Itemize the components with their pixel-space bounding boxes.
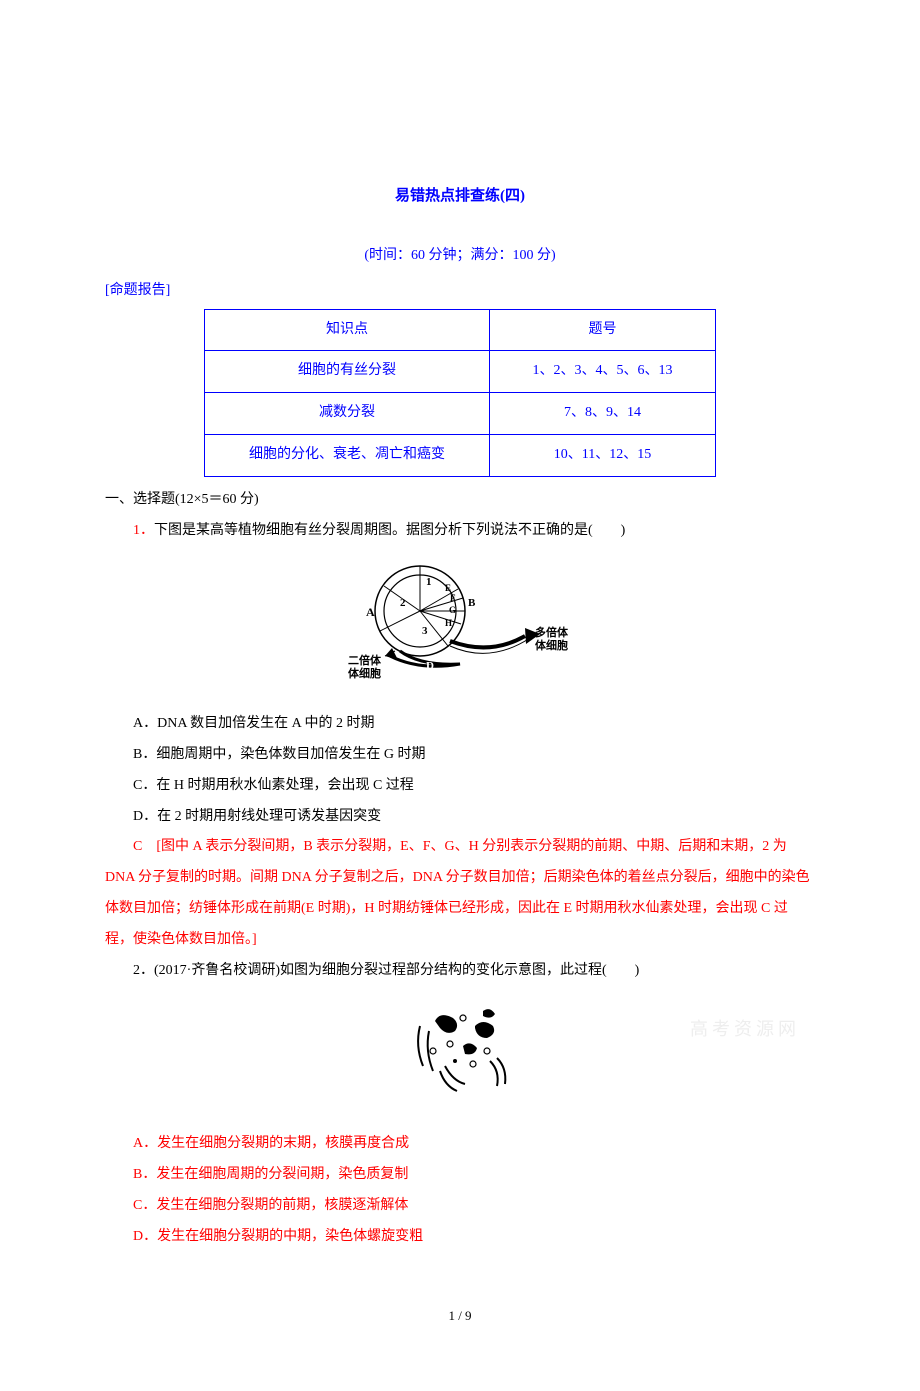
option-a: A．DNA 数目加倍发生在 A 中的 2 时期 xyxy=(105,709,815,740)
question-text: 下图是某高等植物细胞有丝分裂周期图。据图分析下列说法不正确的是( ) xyxy=(154,523,625,538)
svg-text:E: E xyxy=(445,583,451,593)
question-number: 1． xyxy=(133,523,154,538)
question-1-stem: 1．下图是某高等植物细胞有丝分裂周期图。据图分析下列说法不正确的是( ) xyxy=(105,516,815,547)
option-c: C．发生在细胞分裂期的前期，核膜逐渐解体 xyxy=(105,1191,815,1222)
table-cell: 减数分裂 xyxy=(205,393,490,435)
table-row: 细胞的有丝分裂 1、2、3、4、5、6、13 xyxy=(205,351,716,393)
svg-text:H: H xyxy=(445,618,452,628)
cell-cycle-diagram: 1 2 3 A B E F G H C D 二倍体 体细胞 多倍体 体细胞 xyxy=(330,556,590,686)
table-row: 减数分裂 7、8、9、14 xyxy=(205,393,716,435)
page-number: 1 / 9 xyxy=(105,1302,815,1331)
answer-letter: C xyxy=(133,839,142,854)
table-cell: 10、11、12、15 xyxy=(490,434,716,476)
topic-table: 知识点 题号 细胞的有丝分裂 1、2、3、4、5、6、13 减数分裂 7、8、9… xyxy=(204,309,716,477)
svg-text:体细胞: 体细胞 xyxy=(535,638,568,652)
svg-text:二倍体: 二倍体 xyxy=(348,653,382,667)
table-cell: 细胞的有丝分裂 xyxy=(205,351,490,393)
svg-text:A: A xyxy=(366,605,375,619)
cell-structure-diagram xyxy=(385,996,535,1106)
table-row: 知识点 题号 xyxy=(205,309,716,351)
table-cell: 7、8、9、14 xyxy=(490,393,716,435)
table-header-nums: 题号 xyxy=(490,309,716,351)
svg-text:1: 1 xyxy=(426,576,432,588)
svg-text:G: G xyxy=(449,605,456,615)
table-row: 细胞的分化、衰老、凋亡和癌变 10、11、12、15 xyxy=(205,434,716,476)
option-b: B．细胞周期中，染色体数目加倍发生在 G 时期 xyxy=(105,740,815,771)
page-title: 易错热点排查练(四) xyxy=(105,180,815,213)
question-2-stem: 2．(2017·齐鲁名校调研)如图为细胞分裂过程部分结构的变化示意图，此过程( … xyxy=(105,956,815,987)
section-header: 一、选择题(12×5＝60 分) xyxy=(105,485,815,516)
table-header-topic: 知识点 xyxy=(205,309,490,351)
svg-text:C: C xyxy=(492,630,500,642)
svg-text:体细胞: 体细胞 xyxy=(348,666,381,680)
question-text: (2017·齐鲁名校调研)如图为细胞分裂过程部分结构的变化示意图，此过程( ) xyxy=(154,963,639,978)
option-d: D．在 2 时期用射线处理可诱发基因突变 xyxy=(105,802,815,833)
svg-text:F: F xyxy=(450,593,456,603)
subtitle: (时间：60 分钟；满分：100 分) xyxy=(105,241,815,272)
option-a: A．发生在细胞分裂期的末期，核膜再度合成 xyxy=(105,1129,815,1160)
option-d: D．发生在细胞分裂期的中期，染色体螺旋变粗 xyxy=(105,1222,815,1253)
option-b: B．发生在细胞周期的分裂间期，染色质复制 xyxy=(105,1160,815,1191)
answer-explanation: C [图中 A 表示分裂间期，B 表示分裂期，E、F、G、H 分别表示分裂期的前… xyxy=(105,832,815,955)
table-cell: 1、2、3、4、5、6、13 xyxy=(490,351,716,393)
report-label: [命题报告] xyxy=(105,276,815,307)
option-c: C．在 H 时期用秋水仙素处理，会出现 C 过程 xyxy=(105,771,815,802)
svg-text:多倍体: 多倍体 xyxy=(535,625,569,639)
question-number: 2． xyxy=(133,963,154,978)
figure-2 xyxy=(105,996,815,1119)
table-cell: 细胞的分化、衰老、凋亡和癌变 xyxy=(205,434,490,476)
svg-text:D: D xyxy=(426,660,434,672)
figure-1: 1 2 3 A B E F G H C D 二倍体 体细胞 多倍体 体细胞 xyxy=(105,556,815,699)
answer-text: [图中 A 表示分裂间期，B 表示分裂期，E、F、G、H 分别表示分裂期的前期、… xyxy=(105,839,810,946)
svg-text:B: B xyxy=(468,597,476,609)
svg-text:2: 2 xyxy=(400,597,406,609)
svg-text:3: 3 xyxy=(422,625,428,637)
